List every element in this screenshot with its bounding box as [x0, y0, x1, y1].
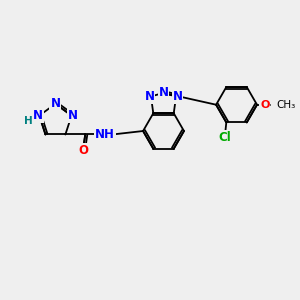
- Text: N: N: [68, 109, 78, 122]
- Text: N: N: [172, 90, 182, 103]
- Text: N: N: [158, 86, 169, 99]
- Text: N: N: [33, 109, 43, 122]
- Text: O: O: [260, 100, 270, 110]
- Text: CH₃: CH₃: [277, 100, 296, 110]
- Text: N: N: [145, 90, 154, 103]
- Text: Cl: Cl: [218, 130, 231, 143]
- Text: H: H: [24, 116, 33, 126]
- Text: N: N: [50, 97, 60, 110]
- Text: NH: NH: [95, 128, 115, 141]
- Text: O: O: [78, 144, 88, 157]
